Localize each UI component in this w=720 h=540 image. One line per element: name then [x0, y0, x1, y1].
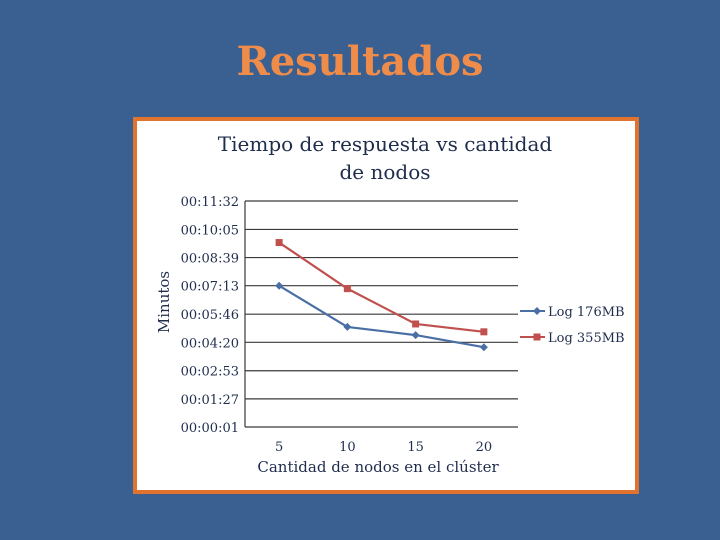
data-point [343, 322, 352, 331]
y-tick-label: 00:05:46 [181, 308, 239, 323]
line-chart: Tiempo de respuesta vs cantidad de nodos… [155, 132, 625, 476]
x-tick-label: 20 [476, 440, 493, 455]
legend-label: Log 176MB [548, 305, 625, 320]
data-point [343, 285, 351, 293]
y-axis-label: Minutos [155, 271, 173, 333]
data-point [275, 281, 284, 290]
y-tick-label: 00:08:39 [181, 252, 239, 267]
y-tick-label: 00:07:13 [181, 280, 239, 295]
x-tick-label: 15 [407, 440, 424, 455]
x-axis-ticks: 5 10 15 20 [275, 440, 492, 455]
y-tick-label: 00:04:20 [181, 336, 239, 351]
y-tick-label: 00:02:53 [181, 365, 239, 380]
y-tick-label: 00:10:05 [181, 223, 239, 238]
data-point [275, 239, 283, 247]
x-tick-label: 10 [339, 440, 356, 455]
legend-marker [533, 307, 541, 315]
data-point [411, 331, 420, 340]
legend-marker [533, 333, 541, 341]
series-line [278, 284, 485, 349]
slide-title: Resultados [236, 38, 484, 85]
data-point [479, 343, 488, 352]
x-tick-label: 5 [275, 440, 283, 455]
legend: Log 176MB Log 355MB [520, 305, 625, 346]
grid [245, 200, 518, 400]
legend-label: Log 355MB [548, 331, 625, 346]
chart-title: Tiempo de respuesta vs cantidad de nodos [218, 132, 553, 184]
data-point [480, 328, 488, 336]
chart-frame: Tiempo de respuesta vs cantidad de nodos… [133, 117, 639, 494]
series-line [278, 241, 485, 333]
y-tick-label: 00:01:27 [181, 393, 239, 408]
x-axis-label: Cantidad de nodos en el clúster [257, 458, 499, 476]
data-point [412, 320, 420, 328]
series [275, 239, 488, 352]
chart-title-line-1: Tiempo de respuesta vs cantidad [218, 132, 553, 156]
y-tick-label: 00:11:32 [181, 195, 239, 210]
y-tick-label: 00:00:01 [181, 421, 239, 436]
axes [244, 201, 518, 428]
chart-title-line-2: de nodos [339, 160, 430, 184]
y-axis-ticks: 00:00:01 00:01:27 00:02:53 00:04:20 00:05:46… [181, 195, 239, 436]
